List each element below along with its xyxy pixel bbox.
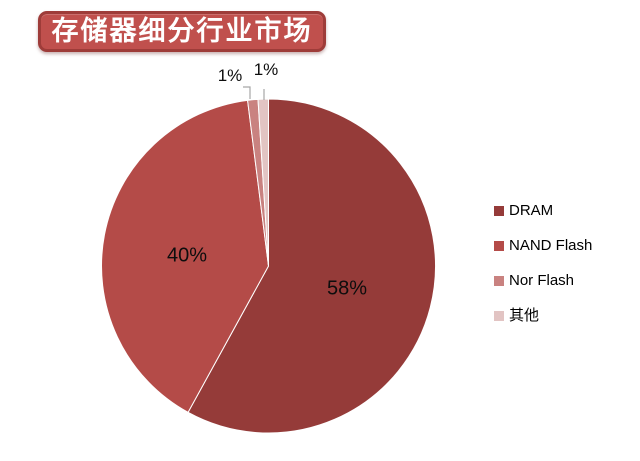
pie-slice-nand-flash xyxy=(101,99,270,414)
pie-label-other: 1% xyxy=(253,60,279,79)
pie-label-dram: 58% xyxy=(326,277,368,300)
legend-swatch-other xyxy=(494,310,504,321)
legend-item-nor-flash: Nor Flash xyxy=(494,263,592,298)
legend-item-dram: DRAM xyxy=(494,193,592,228)
chart-title-banner: 存储器细分行业市场 xyxy=(38,11,326,52)
legend-item-other: 其他 xyxy=(494,298,592,333)
legend-label-dram: DRAM xyxy=(509,202,554,219)
pie-label-nand-flash: 40% xyxy=(166,244,208,267)
legend-label-nand-flash: NAND Flash xyxy=(509,237,593,254)
legend-swatch-nor-flash xyxy=(494,275,504,286)
legend-label-other: 其他 xyxy=(509,307,540,324)
pie-label-nor-flash: 1% xyxy=(217,66,243,85)
legend-item-nand-flash: NAND Flash xyxy=(494,228,592,263)
pie-slice-other xyxy=(257,98,269,267)
leader-line-nor-flash xyxy=(243,86,251,99)
legend: DRAM NAND Flash Nor Flash 其他 xyxy=(494,193,592,333)
chart-title: 存储器细分行业市场 xyxy=(51,16,313,46)
legend-swatch-dram xyxy=(494,205,504,216)
pie-slice-dram xyxy=(187,98,436,434)
legend-swatch-nand-flash xyxy=(494,240,504,251)
legend-label-nor-flash: Nor Flash xyxy=(509,272,575,289)
